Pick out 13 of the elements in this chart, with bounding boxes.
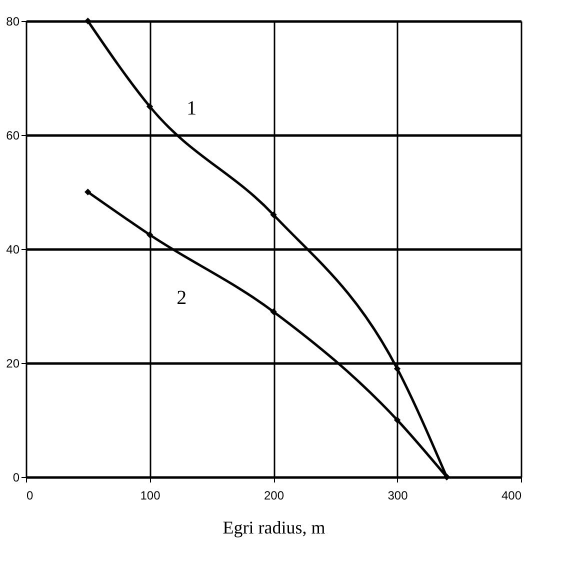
y-tick-label: 20	[6, 356, 20, 370]
x-tick-label: 100	[140, 488, 161, 502]
x-tick-label: 300	[388, 488, 408, 502]
x-axis-title: Egri radius, m	[222, 518, 326, 538]
y-tick-label: 60	[6, 128, 20, 142]
x-tick-label: 400	[501, 488, 522, 502]
y-tick-label: 40	[6, 242, 20, 256]
x-tick-label: 200	[264, 488, 284, 502]
y-tick-label: 0	[12, 470, 20, 484]
x-tick-label: 0	[26, 488, 34, 502]
series-label: 1	[186, 98, 197, 120]
series-label: 2	[176, 287, 187, 310]
y-tick-label: 80	[6, 14, 20, 28]
